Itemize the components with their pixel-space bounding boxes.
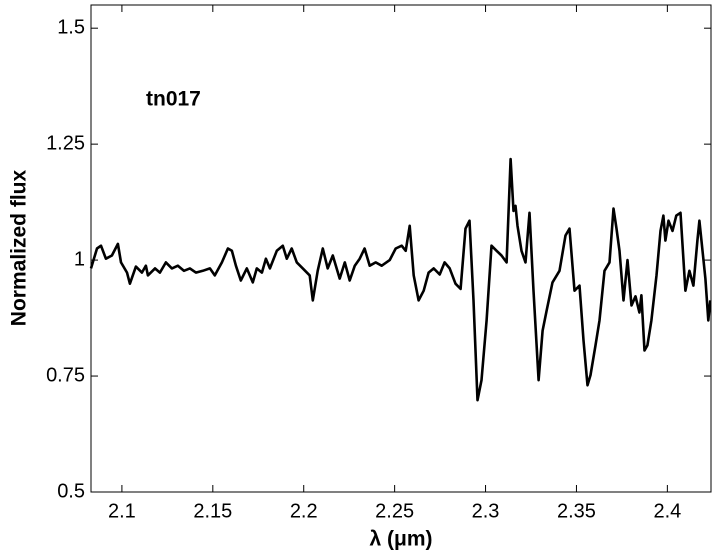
spectrum-line <box>89 157 712 402</box>
x-tick-label: 2.25 <box>375 500 414 522</box>
y-tick-label: 0.75 <box>46 364 85 386</box>
x-tick-label: 2.35 <box>557 500 596 522</box>
plot-frame <box>90 4 712 493</box>
x-tick-label: 2.4 <box>653 500 681 522</box>
x-tick-label: 2.1 <box>108 500 136 522</box>
y-tick-label: 0.5 <box>57 480 85 502</box>
annotation: tn017 <box>146 88 201 111</box>
y-tick-label: 1.25 <box>46 132 85 154</box>
x-tick-label: 2.2 <box>290 500 318 522</box>
x-tick-label: 2.15 <box>193 500 232 522</box>
x-tick-label: 2.3 <box>472 500 500 522</box>
y-tick-label: 1 <box>74 248 85 270</box>
y-tick-label: 1.5 <box>57 16 85 38</box>
y-axis-title: Normalized flux <box>8 170 31 327</box>
x-axis-title: λ (μm) <box>369 528 432 551</box>
